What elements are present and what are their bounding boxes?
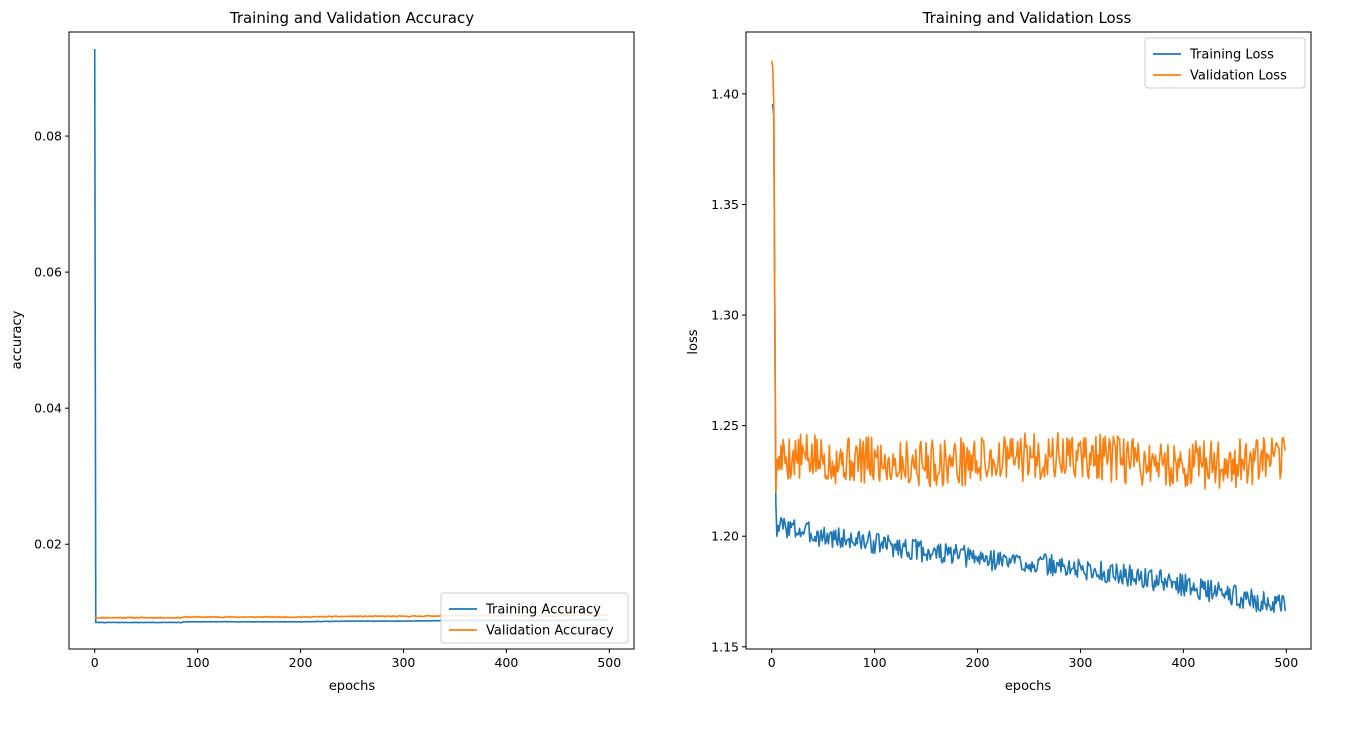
accuracy-legend: Training Accuracy Validation Accuracy bbox=[440, 592, 629, 644]
accuracy-x-tick-label: 0 bbox=[91, 655, 99, 670]
loss-y-tick-label: 1.15 bbox=[711, 639, 739, 654]
accuracy-y-tick-label: 0.06 bbox=[34, 265, 62, 280]
loss-y-axis-label: loss bbox=[686, 329, 701, 354]
loss-legend: Training Loss Validation Loss bbox=[1144, 37, 1306, 89]
accuracy-chart: Training and Validation Accuracy 0 100 200… bbox=[10, 9, 635, 694]
accuracy-y-tick-label: 0.08 bbox=[34, 129, 62, 144]
loss-y-ticks: 1.15 1.20 1.25 1.30 1.35 1.40 bbox=[711, 86, 746, 654]
accuracy-legend-label: Training Accuracy bbox=[485, 603, 601, 618]
loss-chart-title: Training and Validation Loss bbox=[922, 9, 1132, 27]
loss-series-line-validation bbox=[770, 60, 1287, 493]
loss-x-axis-label: epochs bbox=[1005, 679, 1052, 694]
loss-x-tick-label: 0 bbox=[768, 655, 776, 670]
accuracy-legend-box bbox=[440, 592, 629, 644]
loss-x-tick-label: 200 bbox=[966, 655, 990, 670]
loss-y-tick-label: 1.30 bbox=[711, 308, 739, 323]
accuracy-x-axis-label: epochs bbox=[329, 679, 376, 694]
loss-x-ticks: 0 100 200 300 400 500 bbox=[768, 649, 1298, 670]
loss-x-tick-label: 500 bbox=[1274, 655, 1298, 670]
accuracy-chart-title: Training and Validation Accuracy bbox=[229, 9, 474, 27]
loss-legend-label: Training Loss bbox=[1189, 48, 1274, 63]
accuracy-x-tick-label: 500 bbox=[597, 655, 621, 670]
accuracy-y-ticks: 0.02 0.04 0.06 0.08 bbox=[34, 129, 69, 552]
accuracy-y-axis-label: accuracy bbox=[10, 310, 25, 369]
accuracy-y-tick-label: 0.02 bbox=[34, 537, 62, 552]
accuracy-legend-label: Validation Accuracy bbox=[486, 624, 614, 639]
loss-y-tick-label: 1.20 bbox=[711, 529, 739, 544]
loss-series-line-training bbox=[771, 104, 1287, 613]
accuracy-x-tick-label: 300 bbox=[392, 655, 416, 670]
loss-y-tick-label: 1.25 bbox=[711, 418, 739, 433]
loss-plot-area bbox=[745, 31, 1312, 650]
loss-y-tick-label: 1.35 bbox=[711, 197, 739, 212]
loss-legend-box bbox=[1144, 37, 1306, 89]
accuracy-y-tick-label: 0.04 bbox=[34, 401, 62, 416]
loss-chart: Training and Validation Loss 0 100 200 300 4… bbox=[686, 9, 1312, 694]
accuracy-x-tick-label: 100 bbox=[186, 655, 210, 670]
loss-lines bbox=[770, 60, 1287, 613]
accuracy-x-tick-label: 400 bbox=[494, 655, 518, 670]
loss-x-tick-label: 300 bbox=[1069, 655, 1093, 670]
accuracy-plot-area bbox=[68, 31, 635, 650]
loss-y-tick-label: 1.40 bbox=[711, 86, 739, 101]
accuracy-x-tick-label: 200 bbox=[289, 655, 313, 670]
loss-legend-label: Validation Loss bbox=[1190, 69, 1287, 84]
accuracy-x-ticks: 0 100 200 300 400 500 bbox=[91, 649, 621, 670]
loss-x-tick-label: 100 bbox=[863, 655, 887, 670]
loss-x-tick-label: 400 bbox=[1171, 655, 1195, 670]
